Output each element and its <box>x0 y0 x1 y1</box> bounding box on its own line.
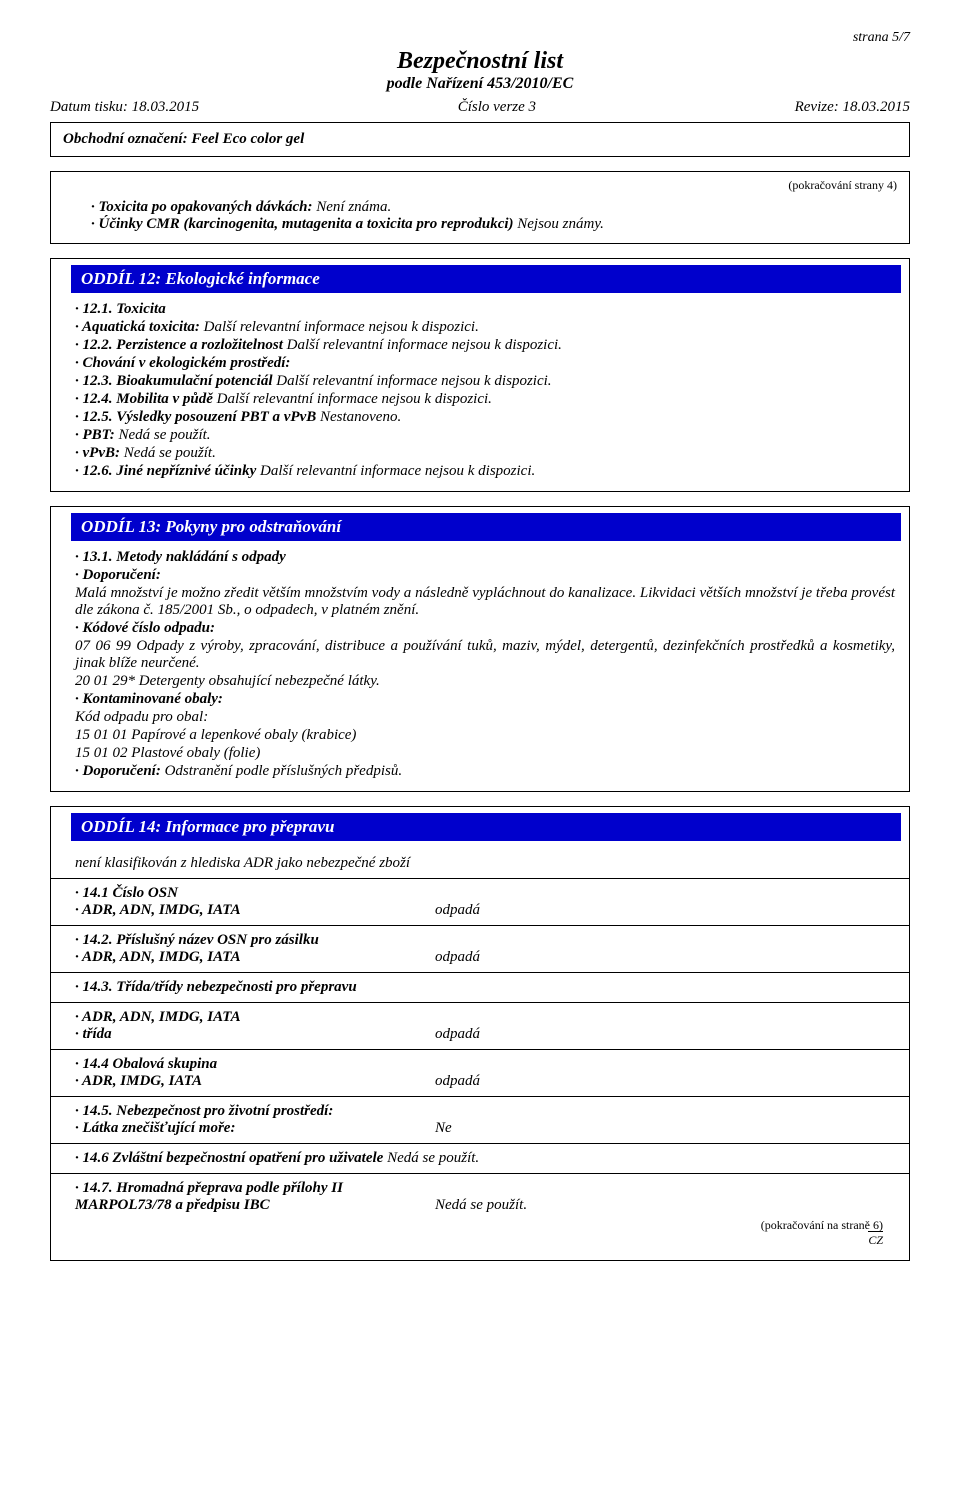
s14-1-label: · 14.1 Číslo OSN <box>75 885 435 902</box>
s13-recommendation-text: Malá množství je možno zředit větším mno… <box>75 585 895 619</box>
s14-3-modes: · ADR, ADN, IMDG, IATA <box>75 1009 895 1026</box>
s13-pack-code-1: 15 01 01 Papírové a lepenkové obaly (kra… <box>75 727 895 744</box>
continuation-next: (pokračování na straně 6) <box>75 1214 895 1233</box>
s12-vpvb-label: · vPvB: <box>75 445 120 461</box>
transport-table: není klasifikován z hlediska ADR jako ne… <box>51 849 909 1260</box>
section-13-header: ODDÍL 13: Pokyny pro odstraňování <box>71 513 901 541</box>
header-meta-row: Datum tisku: 18.03.2015 Číslo verze 3 Re… <box>50 99 910 116</box>
s13-1: · 13.1. Metody nakládání s odpady <box>75 549 895 566</box>
s14-6-label: · 14.6 Zvláštní bezpečnostní opatření pr… <box>75 1150 383 1166</box>
s14-1-value: odpadá <box>435 902 480 919</box>
s12-aquatic-value: Další relevantní informace nejsou k disp… <box>200 319 479 335</box>
continuation-box: (pokračování strany 4) · Toxicita po opa… <box>50 171 910 244</box>
s14-3-label: · 14.3. Třída/třídy nebezpečnosti pro př… <box>75 979 895 996</box>
section-12: ODDÍL 12: Ekologické informace · 12.1. T… <box>50 258 910 492</box>
s14-3-class: · třída <box>75 1026 435 1043</box>
s14-intro: není klasifikován z hlediska ADR jako ne… <box>51 849 909 879</box>
continuation-from: (pokračování strany 4) <box>51 172 909 199</box>
s12-pbt-value: Nedá se použít. <box>115 427 211 443</box>
s14-1-modes: · ADR, ADN, IMDG, IATA <box>75 902 435 919</box>
page-number: strana 5/7 <box>50 30 910 46</box>
cmr-effects-label: · Účinky CMR (karcinogenita, mutagenita … <box>91 216 514 232</box>
toxicity-repeated-label: · Toxicita po opakovaných dávkách: <box>91 199 313 215</box>
s13-rec2-value: Odstranění podle příslušných předpisů. <box>161 763 402 779</box>
s14-7-label-1: · 14.7. Hromadná přeprava podle přílohy … <box>75 1180 435 1197</box>
s14-2-modes: · ADR, ADN, IMDG, IATA <box>75 949 435 966</box>
s13-waste-code-label: · Kódové číslo odpadu: <box>75 620 895 637</box>
revision-date: Revize: 18.03.2015 <box>795 99 910 116</box>
s12-1: · 12.1. Toxicita <box>75 301 895 318</box>
s13-packaging-label: · Kontaminované obaly: <box>75 691 895 708</box>
s13-pack-code-label: Kód odpadu pro obal: <box>75 709 895 726</box>
toxicity-repeated-value: Není známa. <box>313 199 392 215</box>
section-14: ODDÍL 14: Informace pro přepravu není kl… <box>50 806 910 1261</box>
s12-5-label: · 12.5. Výsledky posouzení PBT a vPvB <box>75 409 316 425</box>
s14-5-label: · 14.5. Nebezpečnost pro životní prostře… <box>75 1103 895 1120</box>
s14-2-label: · 14.2. Příslušný název OSN pro zásilku <box>75 932 435 949</box>
document-title: Bezpečnostní list <box>50 48 910 75</box>
s12-env-behavior: · Chování v ekologickém prostředí: <box>75 355 895 372</box>
s13-rec2-label: · Doporučení: <box>75 763 161 779</box>
s14-3-value: odpadá <box>435 1026 480 1043</box>
s14-5-marine: · Látka znečišťující moře: <box>75 1120 435 1137</box>
s12-2-label: · 12.2. Perzistence a rozložitelnost <box>75 337 283 353</box>
s14-4-label: · 14.4 Obalová skupina <box>75 1056 435 1073</box>
s12-6-label: · 12.6. Jiné nepříznivé účinky <box>75 463 256 479</box>
print-date: Datum tisku: 18.03.2015 <box>50 99 199 116</box>
s14-4-modes: · ADR, IMDG, IATA <box>75 1073 435 1090</box>
s12-3-label: · 12.3. Bioakumulační potenciál <box>75 373 273 389</box>
s12-5-value: Nestanoveno. <box>316 409 401 425</box>
cmr-effects-value: Nejsou známy. <box>514 216 604 232</box>
s12-vpvb-value: Nedá se použít. <box>120 445 216 461</box>
s14-7-value: Nedá se použít. <box>435 1197 527 1214</box>
s12-aquatic-label: · Aquatická toxicita: <box>75 319 200 335</box>
s14-7-label-2: MARPOL73/78 a předpisu IBC <box>75 1197 435 1214</box>
s13-waste-code-1: 07 06 99 Odpady z výroby, zpracování, di… <box>75 638 895 672</box>
s12-2-value: Další relevantní informace nejsou k disp… <box>283 337 562 353</box>
section-13: ODDÍL 13: Pokyny pro odstraňování · 13.1… <box>50 506 910 792</box>
s12-4-label: · 12.4. Mobilita v půdě <box>75 391 213 407</box>
s14-5-value: Ne <box>435 1120 452 1137</box>
product-name-box: Obchodní označení: Feel Eco color gel <box>50 122 910 157</box>
section-12-header: ODDÍL 12: Ekologické informace <box>71 265 901 293</box>
s14-2-value: odpadá <box>435 949 480 966</box>
s14-6-value: Nedá se použít. <box>383 1150 479 1166</box>
version-number: Číslo verze 3 <box>458 99 536 116</box>
s13-waste-code-2: 20 01 29* Detergenty obsahující nebezpeč… <box>75 673 895 690</box>
s13-pack-code-2: 15 01 02 Plastové obaly (folie) <box>75 745 895 762</box>
country-mark: CZ <box>75 1233 895 1254</box>
s12-3-value: Další relevantní informace nejsou k disp… <box>273 373 552 389</box>
section-14-header: ODDÍL 14: Informace pro přepravu <box>71 813 901 841</box>
s12-6-value: Další relevantní informace nejsou k disp… <box>256 463 535 479</box>
s12-pbt-label: · PBT: <box>75 427 115 443</box>
s14-4-value: odpadá <box>435 1073 480 1090</box>
s13-recommendation-label: · Doporučení: <box>75 567 895 584</box>
s12-4-value: Další relevantní informace nejsou k disp… <box>213 391 492 407</box>
document-subtitle: podle Nařízení 453/2010/EC <box>50 75 910 93</box>
